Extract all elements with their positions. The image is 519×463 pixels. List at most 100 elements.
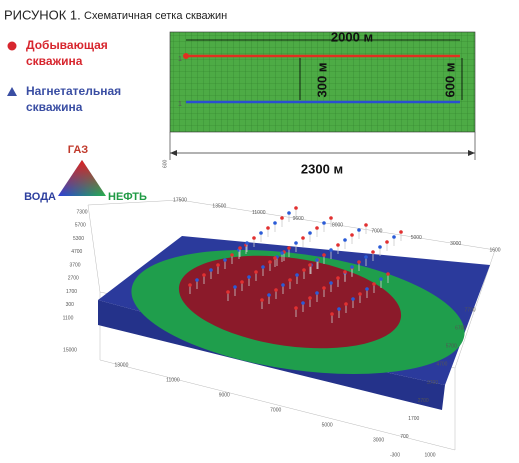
axis-tick-label: 5700 (75, 223, 86, 229)
axis-tick-label: 700 (400, 434, 409, 440)
well-marker (226, 290, 230, 294)
well-marker (308, 231, 312, 235)
axis-tick-label: 7000 (270, 407, 281, 413)
well-marker (294, 241, 298, 245)
axis-tick-label: 9600 (293, 216, 304, 222)
well-marker (344, 302, 348, 306)
well-marker (301, 236, 305, 240)
well-marker (329, 216, 333, 220)
well-marker (315, 226, 319, 230)
well-marker (336, 276, 340, 280)
bounding-box (87, 199, 496, 369)
axis-tick-label: 9000 (219, 392, 230, 398)
well-marker (294, 306, 298, 310)
well-marker (287, 246, 291, 250)
well-marker (322, 286, 326, 290)
well-marker (288, 278, 292, 282)
well-marker (329, 281, 333, 285)
well-marker (372, 282, 376, 286)
ternary-triangle (58, 160, 106, 196)
well-marker (337, 307, 341, 311)
well-marker (245, 241, 249, 245)
well-marker (254, 270, 258, 274)
well-marker (330, 312, 334, 316)
legend-text: скважина (26, 100, 83, 114)
legend-text: Добывающая (26, 38, 108, 52)
legend-text: скважина (26, 54, 83, 68)
axis-tick-label: 3000 (450, 241, 461, 247)
well-marker (385, 240, 389, 244)
producer-icon (7, 41, 17, 51)
well-marker (268, 260, 272, 264)
well-marker (392, 235, 396, 239)
axis-tick-label: 7700 (464, 307, 475, 313)
well-marker (267, 293, 271, 297)
well-marker (238, 246, 242, 250)
ternary-label: ВОДА (24, 191, 56, 203)
row-mark: 1 (178, 56, 182, 63)
side-mark: 600 (162, 159, 168, 168)
axis-tick-label: 5000 (322, 422, 333, 428)
well-marker (223, 258, 227, 262)
oil-zone (178, 255, 402, 349)
well-marker (350, 265, 354, 269)
figure-caption: Схематичная сетка скважин (84, 10, 227, 22)
well-marker (343, 270, 347, 274)
dim-label: 600 м (442, 63, 457, 98)
well-marker (294, 206, 298, 210)
well-marker (322, 253, 326, 257)
axis-tick-label: 11000 (252, 210, 266, 216)
axis-tick-label: 7300 (76, 209, 87, 215)
well-marker (315, 258, 319, 262)
well-marker (273, 221, 277, 225)
axis-tick-label: 300 (66, 302, 75, 308)
dim-label: 2000 м (331, 29, 373, 44)
well-marker (365, 287, 369, 291)
axis-tick-label: 1700 (408, 416, 419, 422)
axis-tick-label: 1100 (63, 315, 74, 321)
axis-tick-label: 3700 (69, 262, 80, 268)
reservoir-model (87, 199, 496, 451)
well-marker (240, 280, 244, 284)
well-marker (378, 245, 382, 249)
well-marker (280, 216, 284, 220)
well-marker (295, 273, 299, 277)
axis-tick-label: 1000 (424, 452, 435, 458)
well-marker (259, 231, 263, 235)
well-marker (343, 238, 347, 242)
well-marker (261, 265, 265, 269)
ternary-label: ГАЗ (68, 144, 88, 156)
well-marker (315, 291, 319, 295)
figure-label: РИСУНОК 1. (4, 7, 81, 22)
well-marker (274, 288, 278, 292)
axis-tick-label: 4700 (436, 362, 447, 368)
axis-tick-label: 8000 (332, 222, 343, 228)
axis-tick-label: 11000 (166, 377, 180, 383)
grid-field (169, 31, 476, 133)
well-marker (350, 233, 354, 237)
well-marker (209, 268, 213, 272)
well-marker (302, 268, 306, 272)
axis-tick-label: 5300 (73, 236, 84, 242)
axis-tick-label: 2700 (418, 398, 429, 404)
well-marker (287, 211, 291, 215)
well-marker (386, 272, 390, 276)
axis-tick-label: 3700 (427, 380, 438, 386)
axis-tick-label: 1700 (66, 289, 77, 295)
well-marker (202, 273, 206, 277)
well-marker (364, 223, 368, 227)
well-marker (230, 253, 234, 257)
axis-tick-label: 13500 (212, 204, 226, 210)
axis-tick-label: 7000 (371, 229, 382, 235)
row-mark: 1 (178, 101, 182, 108)
axis-tick-label: -300 (390, 452, 400, 458)
well-marker (247, 275, 251, 279)
well-marker (329, 248, 333, 252)
well-marker (308, 296, 312, 300)
axis-tick-label: 15000 (63, 347, 77, 353)
well-marker (216, 263, 220, 267)
well-marker (233, 285, 237, 289)
well-marker (322, 221, 326, 225)
well-marker (280, 251, 284, 255)
axis-tick-label: 5700 (446, 344, 457, 350)
